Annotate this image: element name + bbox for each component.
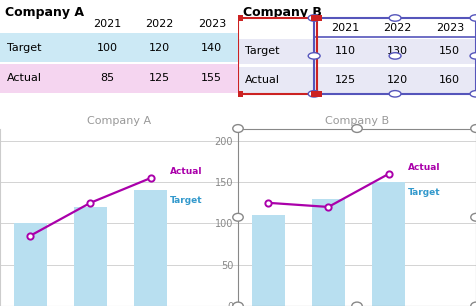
Circle shape	[233, 125, 243, 132]
Bar	[372, 182, 405, 306]
Bar	[238, 67, 476, 92]
Bar	[312, 199, 345, 306]
Bar	[233, 91, 243, 97]
Text: Actual: Actual	[170, 167, 202, 176]
Bar	[311, 91, 322, 97]
Text: 120: 120	[149, 43, 170, 53]
Bar	[13, 223, 47, 306]
Text: 2021: 2021	[93, 19, 121, 29]
Bar	[251, 215, 285, 306]
Circle shape	[470, 53, 476, 59]
Text: Actual: Actual	[7, 73, 42, 84]
Text: 125: 125	[335, 75, 356, 85]
Circle shape	[389, 15, 401, 21]
Text: 150: 150	[439, 47, 460, 56]
Text: Actual: Actual	[408, 163, 440, 172]
Text: Target: Target	[170, 196, 203, 205]
Text: 120: 120	[387, 75, 408, 85]
Text: 2023: 2023	[436, 23, 464, 33]
Circle shape	[352, 302, 362, 306]
Circle shape	[352, 125, 362, 132]
Text: 2021: 2021	[331, 23, 359, 33]
Text: Target: Target	[245, 47, 279, 56]
Text: 2022: 2022	[383, 23, 412, 33]
Circle shape	[389, 91, 401, 97]
Circle shape	[308, 91, 320, 97]
Text: Target: Target	[408, 188, 441, 196]
Text: 110: 110	[335, 47, 356, 56]
Text: 2022: 2022	[145, 19, 174, 29]
Text: 155: 155	[201, 73, 222, 84]
Circle shape	[308, 53, 320, 59]
Circle shape	[233, 302, 243, 306]
Text: 100: 100	[97, 43, 118, 53]
Bar	[233, 15, 243, 21]
Circle shape	[471, 125, 476, 132]
Text: Target: Target	[7, 43, 41, 53]
Circle shape	[470, 15, 476, 21]
Text: 140: 140	[201, 43, 222, 53]
Text: Actual: Actual	[245, 75, 280, 85]
Bar	[311, 15, 322, 21]
Text: 85: 85	[100, 73, 114, 84]
Bar	[134, 190, 167, 306]
Text: 160: 160	[439, 75, 460, 85]
Circle shape	[233, 213, 243, 221]
Bar	[0, 64, 238, 92]
Text: Company B: Company B	[243, 6, 322, 19]
Text: 2023: 2023	[198, 19, 226, 29]
Title: Company A: Company A	[87, 116, 151, 126]
Circle shape	[471, 213, 476, 221]
Bar	[74, 207, 107, 306]
Circle shape	[471, 302, 476, 306]
Circle shape	[308, 15, 320, 21]
Circle shape	[389, 53, 401, 59]
Text: 130: 130	[387, 47, 408, 56]
Title: Company B: Company B	[325, 116, 389, 126]
Text: 125: 125	[149, 73, 170, 84]
Bar	[0, 33, 238, 62]
Bar	[238, 39, 476, 64]
Circle shape	[470, 91, 476, 97]
Text: Company A: Company A	[5, 6, 84, 19]
